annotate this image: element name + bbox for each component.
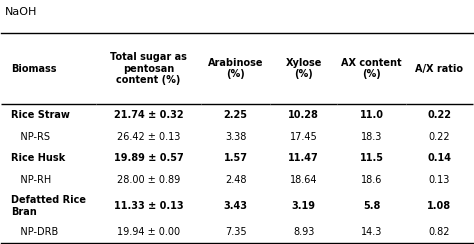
Text: NaOH: NaOH <box>5 7 37 17</box>
